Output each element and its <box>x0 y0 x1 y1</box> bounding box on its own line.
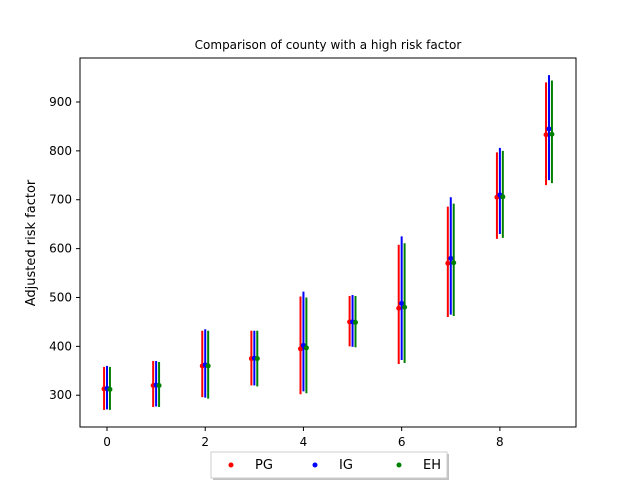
y-tick-label: 300 <box>49 388 72 402</box>
data-point <box>254 356 260 362</box>
data-point <box>107 386 113 392</box>
y-tick-label: 900 <box>49 95 72 109</box>
data-point <box>445 260 451 266</box>
data-point <box>297 346 303 352</box>
data-point <box>156 382 162 388</box>
chart-title: Comparison of county with a high risk fa… <box>195 38 462 52</box>
x-tick-label: 6 <box>398 435 406 449</box>
data-point <box>396 305 402 311</box>
series-eh <box>107 80 555 410</box>
plot-area <box>101 75 555 410</box>
data-point <box>543 132 549 138</box>
x-tick-label: 2 <box>201 435 209 449</box>
data-point <box>500 194 506 200</box>
legend-marker <box>228 462 234 468</box>
plot-frame <box>79 57 577 428</box>
data-point <box>205 363 211 369</box>
data-point <box>549 131 555 137</box>
y-tick-label: 700 <box>49 193 72 207</box>
y-axis-label: Adjusted risk factor <box>24 179 39 306</box>
data-point <box>399 300 405 306</box>
series-ig <box>104 75 552 410</box>
y-tick-label: 500 <box>49 290 72 304</box>
data-point <box>303 345 309 351</box>
data-point <box>546 126 552 132</box>
legend-item-ig: IG <box>312 458 353 473</box>
series-pg <box>101 82 549 410</box>
legend-marker <box>396 462 402 468</box>
legend-item-pg: PG <box>228 458 273 473</box>
x-tick-label: 4 <box>300 435 308 449</box>
data-point <box>451 260 457 266</box>
legend: PG IG EH <box>210 451 449 480</box>
y-tick-label: 800 <box>49 144 72 158</box>
legend-label: IG <box>339 458 353 473</box>
y-axis: 300 400 500 600 700 800 900 <box>49 95 80 402</box>
legend-label: PG <box>255 458 273 473</box>
x-tick-label: 8 <box>496 435 504 449</box>
y-tick-label: 600 <box>49 242 72 256</box>
data-point <box>448 255 454 261</box>
data-point <box>353 319 359 325</box>
x-tick-label: 0 <box>103 435 111 449</box>
y-tick-label: 400 <box>49 339 72 353</box>
data-point <box>402 304 408 310</box>
legend-item-eh: EH <box>396 458 441 473</box>
legend-label: EH <box>423 458 441 473</box>
legend-box <box>210 451 448 479</box>
legend-marker <box>312 462 318 468</box>
x-axis: 0 2 4 6 8 <box>103 427 504 449</box>
